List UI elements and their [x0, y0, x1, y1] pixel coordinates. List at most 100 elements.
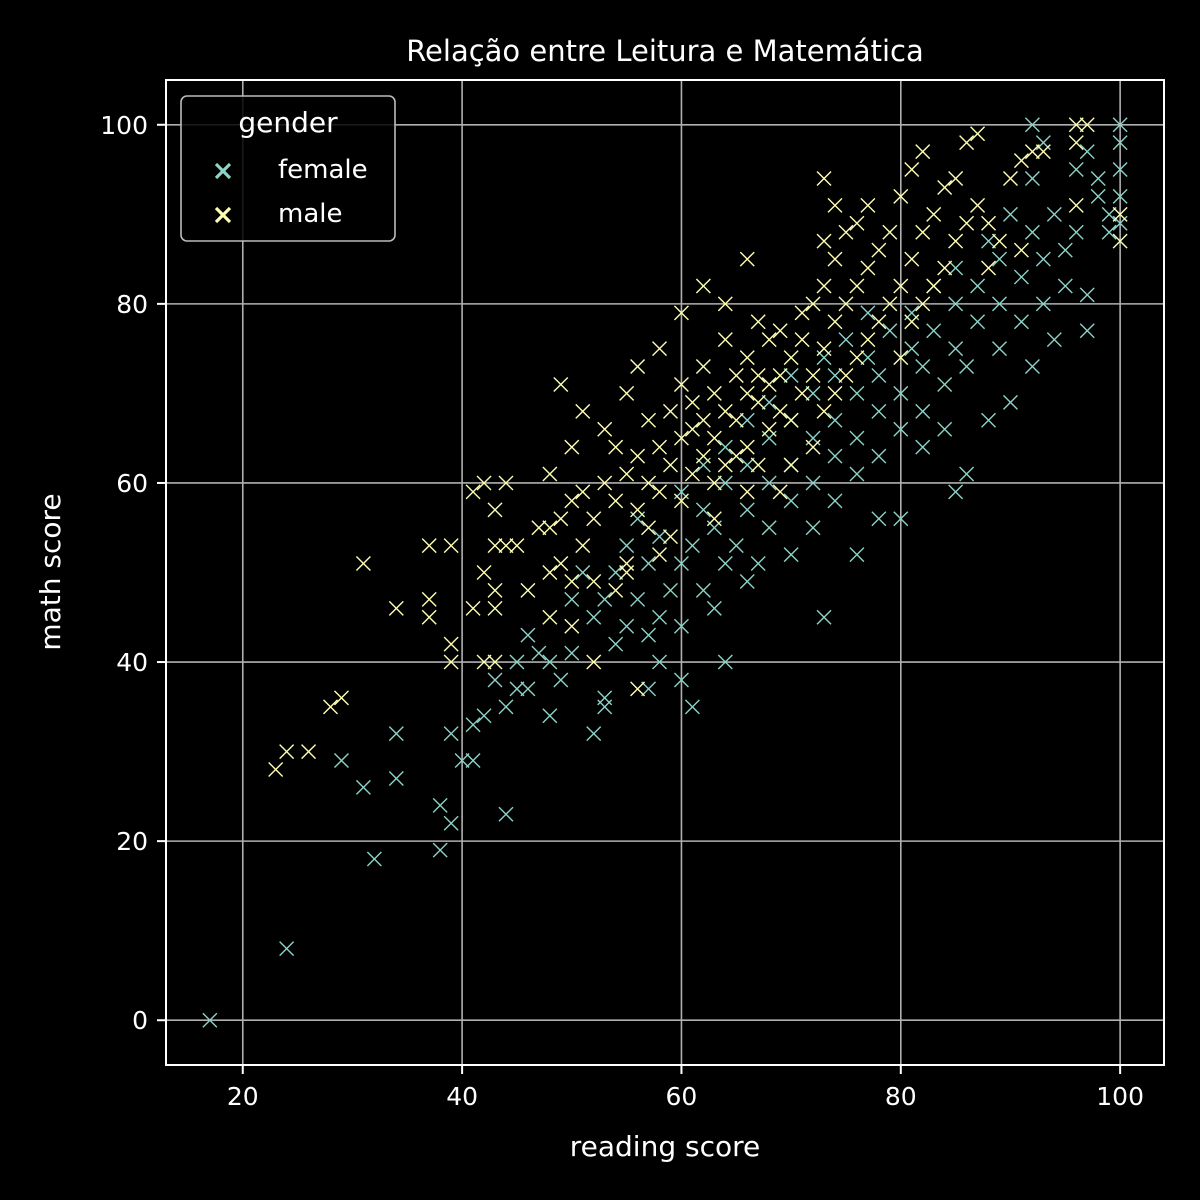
data-point-male	[805, 296, 821, 312]
data-point-male	[893, 188, 909, 204]
data-point-male	[443, 538, 459, 554]
data-point-male	[761, 332, 777, 348]
data-point-female	[1013, 314, 1029, 330]
data-point-female	[1035, 251, 1051, 267]
data-point-female	[652, 654, 668, 670]
data-point-female	[805, 475, 821, 491]
data-point-male	[553, 511, 569, 527]
data-point-male	[970, 197, 986, 213]
data-point-female	[805, 385, 821, 401]
data-point-female	[1024, 359, 1040, 375]
data-point-female	[1101, 206, 1117, 222]
data-point-male	[882, 296, 898, 312]
data-point-female	[739, 457, 755, 473]
data-point-female	[860, 350, 876, 366]
data-point-male	[575, 403, 591, 419]
data-point-male	[597, 475, 613, 491]
grid	[166, 80, 1164, 1065]
data-point-female	[575, 565, 591, 580]
data-point-male	[827, 314, 843, 330]
data-point-female	[739, 573, 755, 589]
data-point-male	[772, 368, 788, 383]
data-point-male	[520, 582, 536, 598]
data-point-male	[706, 475, 722, 491]
data-point-male	[695, 278, 711, 294]
data-point-male	[1068, 135, 1084, 151]
y-tick-label: 80	[116, 290, 148, 319]
data-point-male	[498, 538, 514, 554]
data-point-male	[794, 305, 810, 321]
data-point-male	[805, 368, 821, 383]
data-point-male	[750, 368, 766, 383]
data-point-male	[816, 341, 832, 357]
data-point-male	[816, 233, 832, 249]
data-point-male	[728, 448, 744, 464]
data-point-female	[1035, 296, 1051, 312]
data-point-male	[553, 376, 569, 392]
data-point-female	[1079, 144, 1095, 160]
data-point-male	[662, 457, 678, 473]
data-point-male	[695, 359, 711, 375]
data-point-female	[717, 475, 733, 491]
data-point-female	[597, 591, 613, 607]
data-point-male	[268, 762, 284, 777]
legend-label-female: female	[278, 155, 368, 185]
data-point-female	[564, 591, 580, 607]
data-point-male	[838, 368, 854, 383]
data-point-female	[1079, 287, 1095, 303]
data-point-male	[706, 430, 722, 446]
data-point-female	[838, 332, 854, 348]
data-point-female	[443, 726, 459, 742]
data-point-female	[1024, 117, 1040, 133]
data-point-male	[443, 636, 459, 652]
data-point-male	[652, 547, 668, 563]
data-point-male	[673, 493, 689, 509]
data-point-male	[816, 171, 832, 186]
data-point-female	[937, 421, 953, 437]
series-male	[268, 117, 1128, 777]
legend-marker-female-glyph	[214, 162, 232, 180]
data-point-female	[871, 403, 887, 419]
data-point-female	[739, 412, 755, 428]
legend-marker-male	[214, 206, 232, 224]
data-point-female	[739, 502, 755, 518]
data-point-male	[981, 260, 997, 276]
data-point-female	[597, 690, 613, 706]
data-point-female	[959, 466, 975, 482]
data-point-male	[750, 457, 766, 473]
data-point-male	[476, 475, 492, 491]
data-point-female	[827, 493, 843, 509]
data-point-male	[619, 466, 635, 482]
data-point-male	[937, 179, 953, 195]
data-point-female	[652, 609, 668, 625]
data-point-male	[641, 412, 657, 428]
data-point-female	[849, 547, 865, 563]
data-point-male	[608, 493, 624, 509]
data-point-female	[432, 842, 448, 858]
data-point-female	[509, 654, 525, 670]
data-point-female	[279, 941, 295, 957]
data-point-female	[871, 368, 887, 383]
x-tick-label: 20	[227, 1082, 259, 1111]
data-point-male	[893, 278, 909, 294]
data-point-male	[948, 171, 964, 186]
data-point-female	[355, 779, 371, 795]
data-point-male	[827, 251, 843, 267]
y-tick-label: 20	[116, 827, 148, 856]
chart-title: Relação entre Leitura e Matemática	[406, 34, 924, 68]
data-point-male	[333, 690, 349, 706]
data-point-female	[695, 582, 711, 598]
data-point-female	[1057, 278, 1073, 294]
data-point-male	[970, 126, 986, 142]
data-point-female	[498, 699, 514, 715]
legend-title: gender	[238, 106, 338, 139]
data-point-female	[761, 520, 777, 536]
data-point-female	[706, 600, 722, 616]
data-point-male	[783, 457, 799, 473]
data-point-female	[1002, 206, 1018, 222]
data-point-male	[761, 421, 777, 437]
data-point-male	[849, 350, 865, 366]
data-point-male	[860, 197, 876, 213]
data-point-male	[860, 260, 876, 276]
data-points	[202, 117, 1128, 1028]
